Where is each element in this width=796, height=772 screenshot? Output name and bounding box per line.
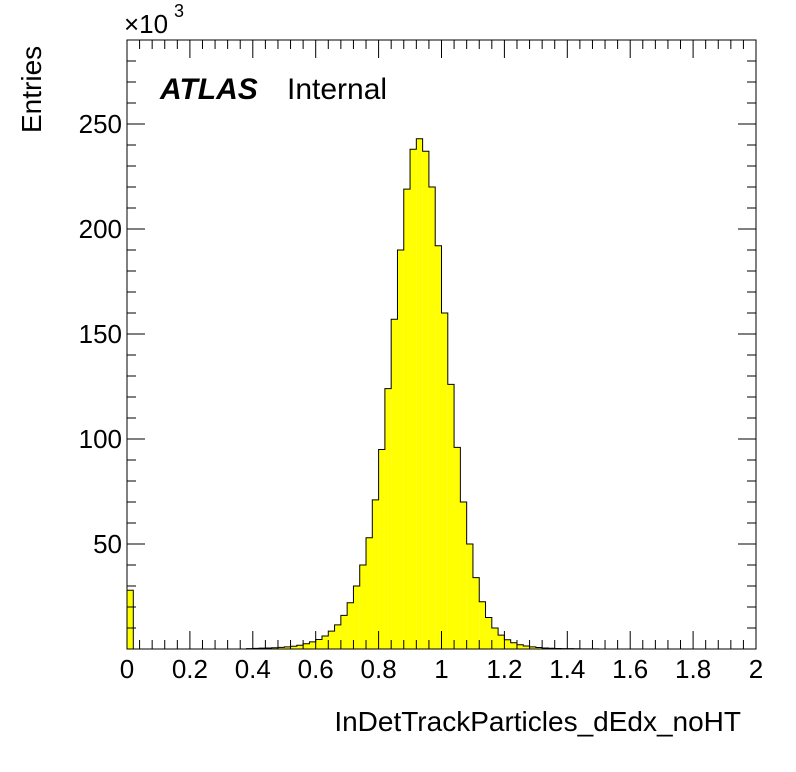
x-tick-label: 0.2 [172,654,208,684]
histogram-bin [441,313,448,649]
histogram-bin [271,647,278,649]
histogram-bin [422,151,429,650]
x-tick-label: 0.4 [235,654,271,684]
histogram-bin [410,149,417,649]
histogram-bin [491,628,499,649]
y-tick-label: 250 [79,109,122,139]
x-axis-title: InDetTrackParticles_dEdx_noHT [334,706,741,737]
atlas-label: ATLAS [159,73,258,106]
histogram-bin [435,245,442,650]
histogram-bin [535,647,543,649]
histogram-bin [359,565,367,649]
y-tick-label: 150 [79,319,122,349]
x-tick-label: 0 [120,654,134,684]
histogram-bin [321,635,329,649]
histogram-bin [372,499,379,649]
y-axis-ticks [127,39,756,629]
x-tick-label: 0.8 [361,654,397,684]
histogram-bin [347,602,354,649]
histogram-bin [479,601,486,649]
histogram-bin [428,187,436,649]
histogram-bin [303,643,310,649]
x-tick-label: 1 [434,654,448,684]
histogram-bin [315,639,322,649]
histogram-bin [309,641,316,649]
histogram-bin [378,449,385,649]
histogram-bin [284,646,291,649]
y-tick-label: 200 [79,214,122,244]
histogram-bin [340,615,348,649]
x-tick-label: 1.6 [612,654,648,684]
histogram-bin [460,502,467,649]
histogram-bin [454,447,461,649]
histogram-bin [472,577,480,649]
histogram-bin [466,544,473,649]
histogram-bin [416,138,423,649]
histogram-bin [328,631,335,649]
x-tick-label: 1.4 [549,654,585,684]
histogram-bin [290,646,297,649]
histogram-bin [391,319,398,649]
histogram-bin [447,384,455,649]
y-tick-label: 50 [93,529,122,559]
histogram-bin [397,250,404,649]
histogram-bin [127,590,134,649]
histogram-bin [516,644,524,649]
histogram-bin [542,647,549,649]
histogram-bars [127,138,606,650]
histogram-bin [523,646,530,649]
y-multiplier-base: ×10 [124,9,168,39]
histogram-bin [353,586,360,649]
y-axis-tick-labels: 50 100 150 200 250 [79,109,122,559]
histogram-bin [504,639,511,649]
histogram-bin [277,647,285,649]
x-axis-ticks [126,40,757,649]
histogram-bin [403,189,411,649]
y-tick-label: 100 [79,424,122,454]
histogram-bin [334,624,341,649]
y-multiplier-exponent: 3 [174,1,184,21]
x-tick-label: 0.6 [298,654,334,684]
histogram-bin [384,388,392,649]
y-axis-title: Entries [16,46,47,133]
histogram-bin [265,647,272,649]
x-tick-label: 1.8 [675,654,711,684]
x-tick-label: 1.2 [486,654,522,684]
histogram-bin [529,646,536,649]
histogram-bin [366,537,373,649]
x-tick-label: 2 [749,654,763,684]
histogram-bin [296,645,304,649]
histogram-bin [485,617,492,649]
atlas-status-label: Internal [287,73,387,106]
x-axis-tick-labels: 0 0.2 0.4 0.6 0.8 1 1.2 1.4 1.6 1.8 2 [120,654,763,684]
histogram-bin [510,642,517,649]
histogram-bin [498,635,505,649]
